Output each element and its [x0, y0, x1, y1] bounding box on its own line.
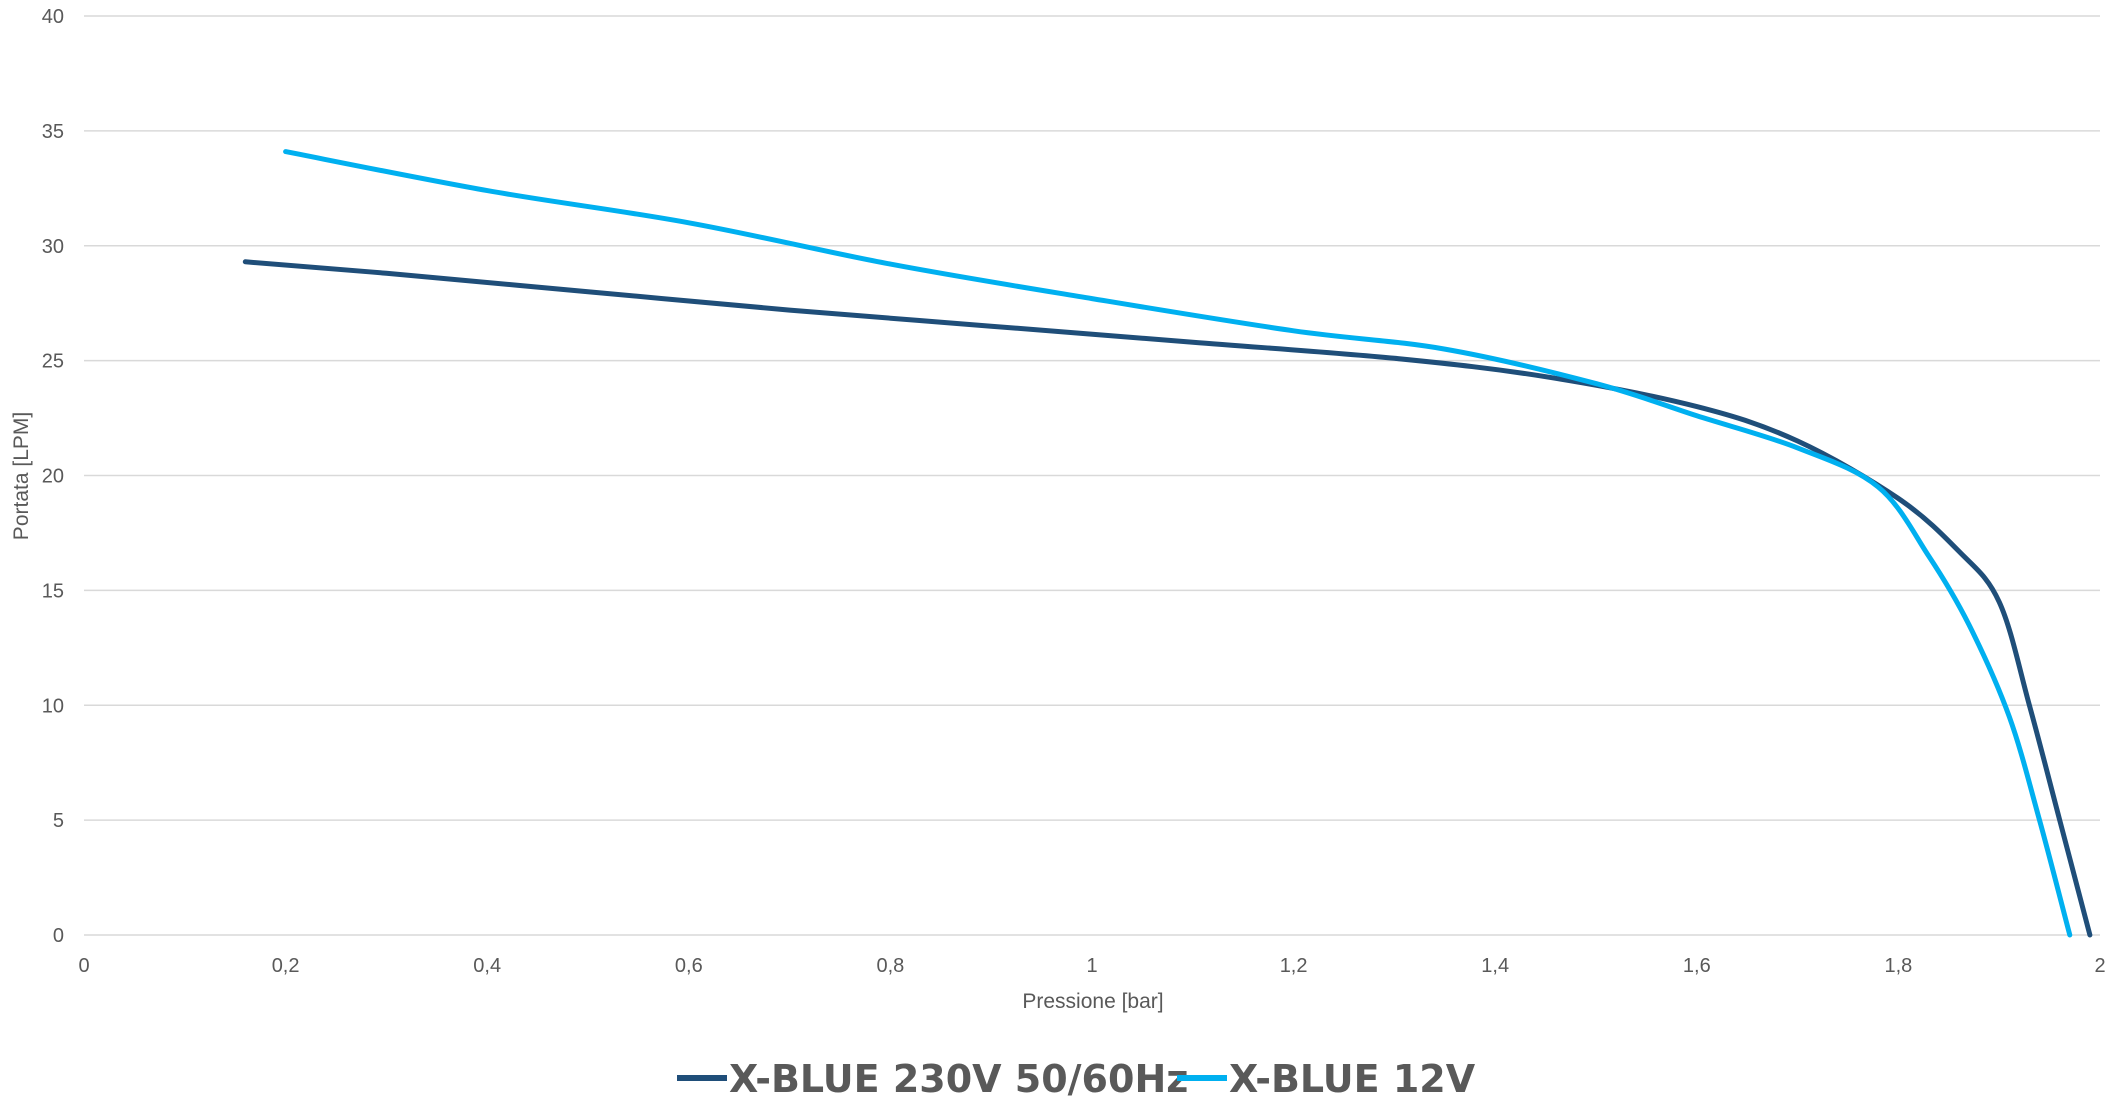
y-tick-label: 15 [42, 580, 64, 602]
series-lines [242, 149, 2093, 938]
x-tick-label: 0,6 [675, 955, 703, 977]
x-axis-title: Pressione [bar] [1022, 990, 1163, 1013]
y-tick-label: 25 [42, 351, 64, 373]
x-tick-label: 0 [78, 955, 89, 977]
x-tick-label: 0,8 [876, 955, 904, 977]
y-tick-label: 10 [42, 695, 64, 717]
legend-label-series-2: X-BLUE 12V [1229, 1057, 1476, 1097]
y-tick-label: 5 [53, 810, 64, 832]
legend-item-series-2: X-BLUE 12V [1177, 1057, 1476, 1097]
x-tick-label: 1,2 [1280, 955, 1308, 977]
x-tick-label: 1,4 [1481, 955, 1509, 977]
legend-item-series-1: X-BLUE 230V 50/60Hz [677, 1057, 1188, 1097]
legend: X-BLUE 230V 50/60Hz X-BLUE 12V [677, 1057, 1476, 1097]
y-axis-tick-labels: 0 5 10 15 20 25 30 35 40 [42, 6, 64, 947]
gridlines [84, 15, 2100, 936]
legend-label-series-1: X-BLUE 230V 50/60Hz [729, 1057, 1188, 1097]
y-tick-label: 40 [42, 6, 64, 28]
series-line-1 [242, 259, 2093, 938]
x-tick-label: 1,8 [1884, 955, 1912, 977]
y-tick-label: 30 [42, 236, 64, 258]
y-tick-label: 20 [42, 466, 64, 488]
y-axis-title: Portata [LPM] [10, 412, 33, 540]
y-tick-label: 0 [53, 925, 64, 947]
x-tick-label: 0,2 [272, 955, 300, 977]
series-line-2 [283, 149, 2073, 938]
x-tick-label: 2 [2094, 955, 2105, 977]
y-tick-label: 35 [42, 121, 64, 143]
x-tick-label: 1 [1086, 955, 1097, 977]
x-axis-tick-labels: 0 0,2 0,4 0,6 0,8 1 1,2 1,4 1,6 1,8 2 [78, 955, 2105, 977]
x-tick-label: 0,4 [473, 955, 501, 977]
x-tick-label: 1,6 [1683, 955, 1711, 977]
